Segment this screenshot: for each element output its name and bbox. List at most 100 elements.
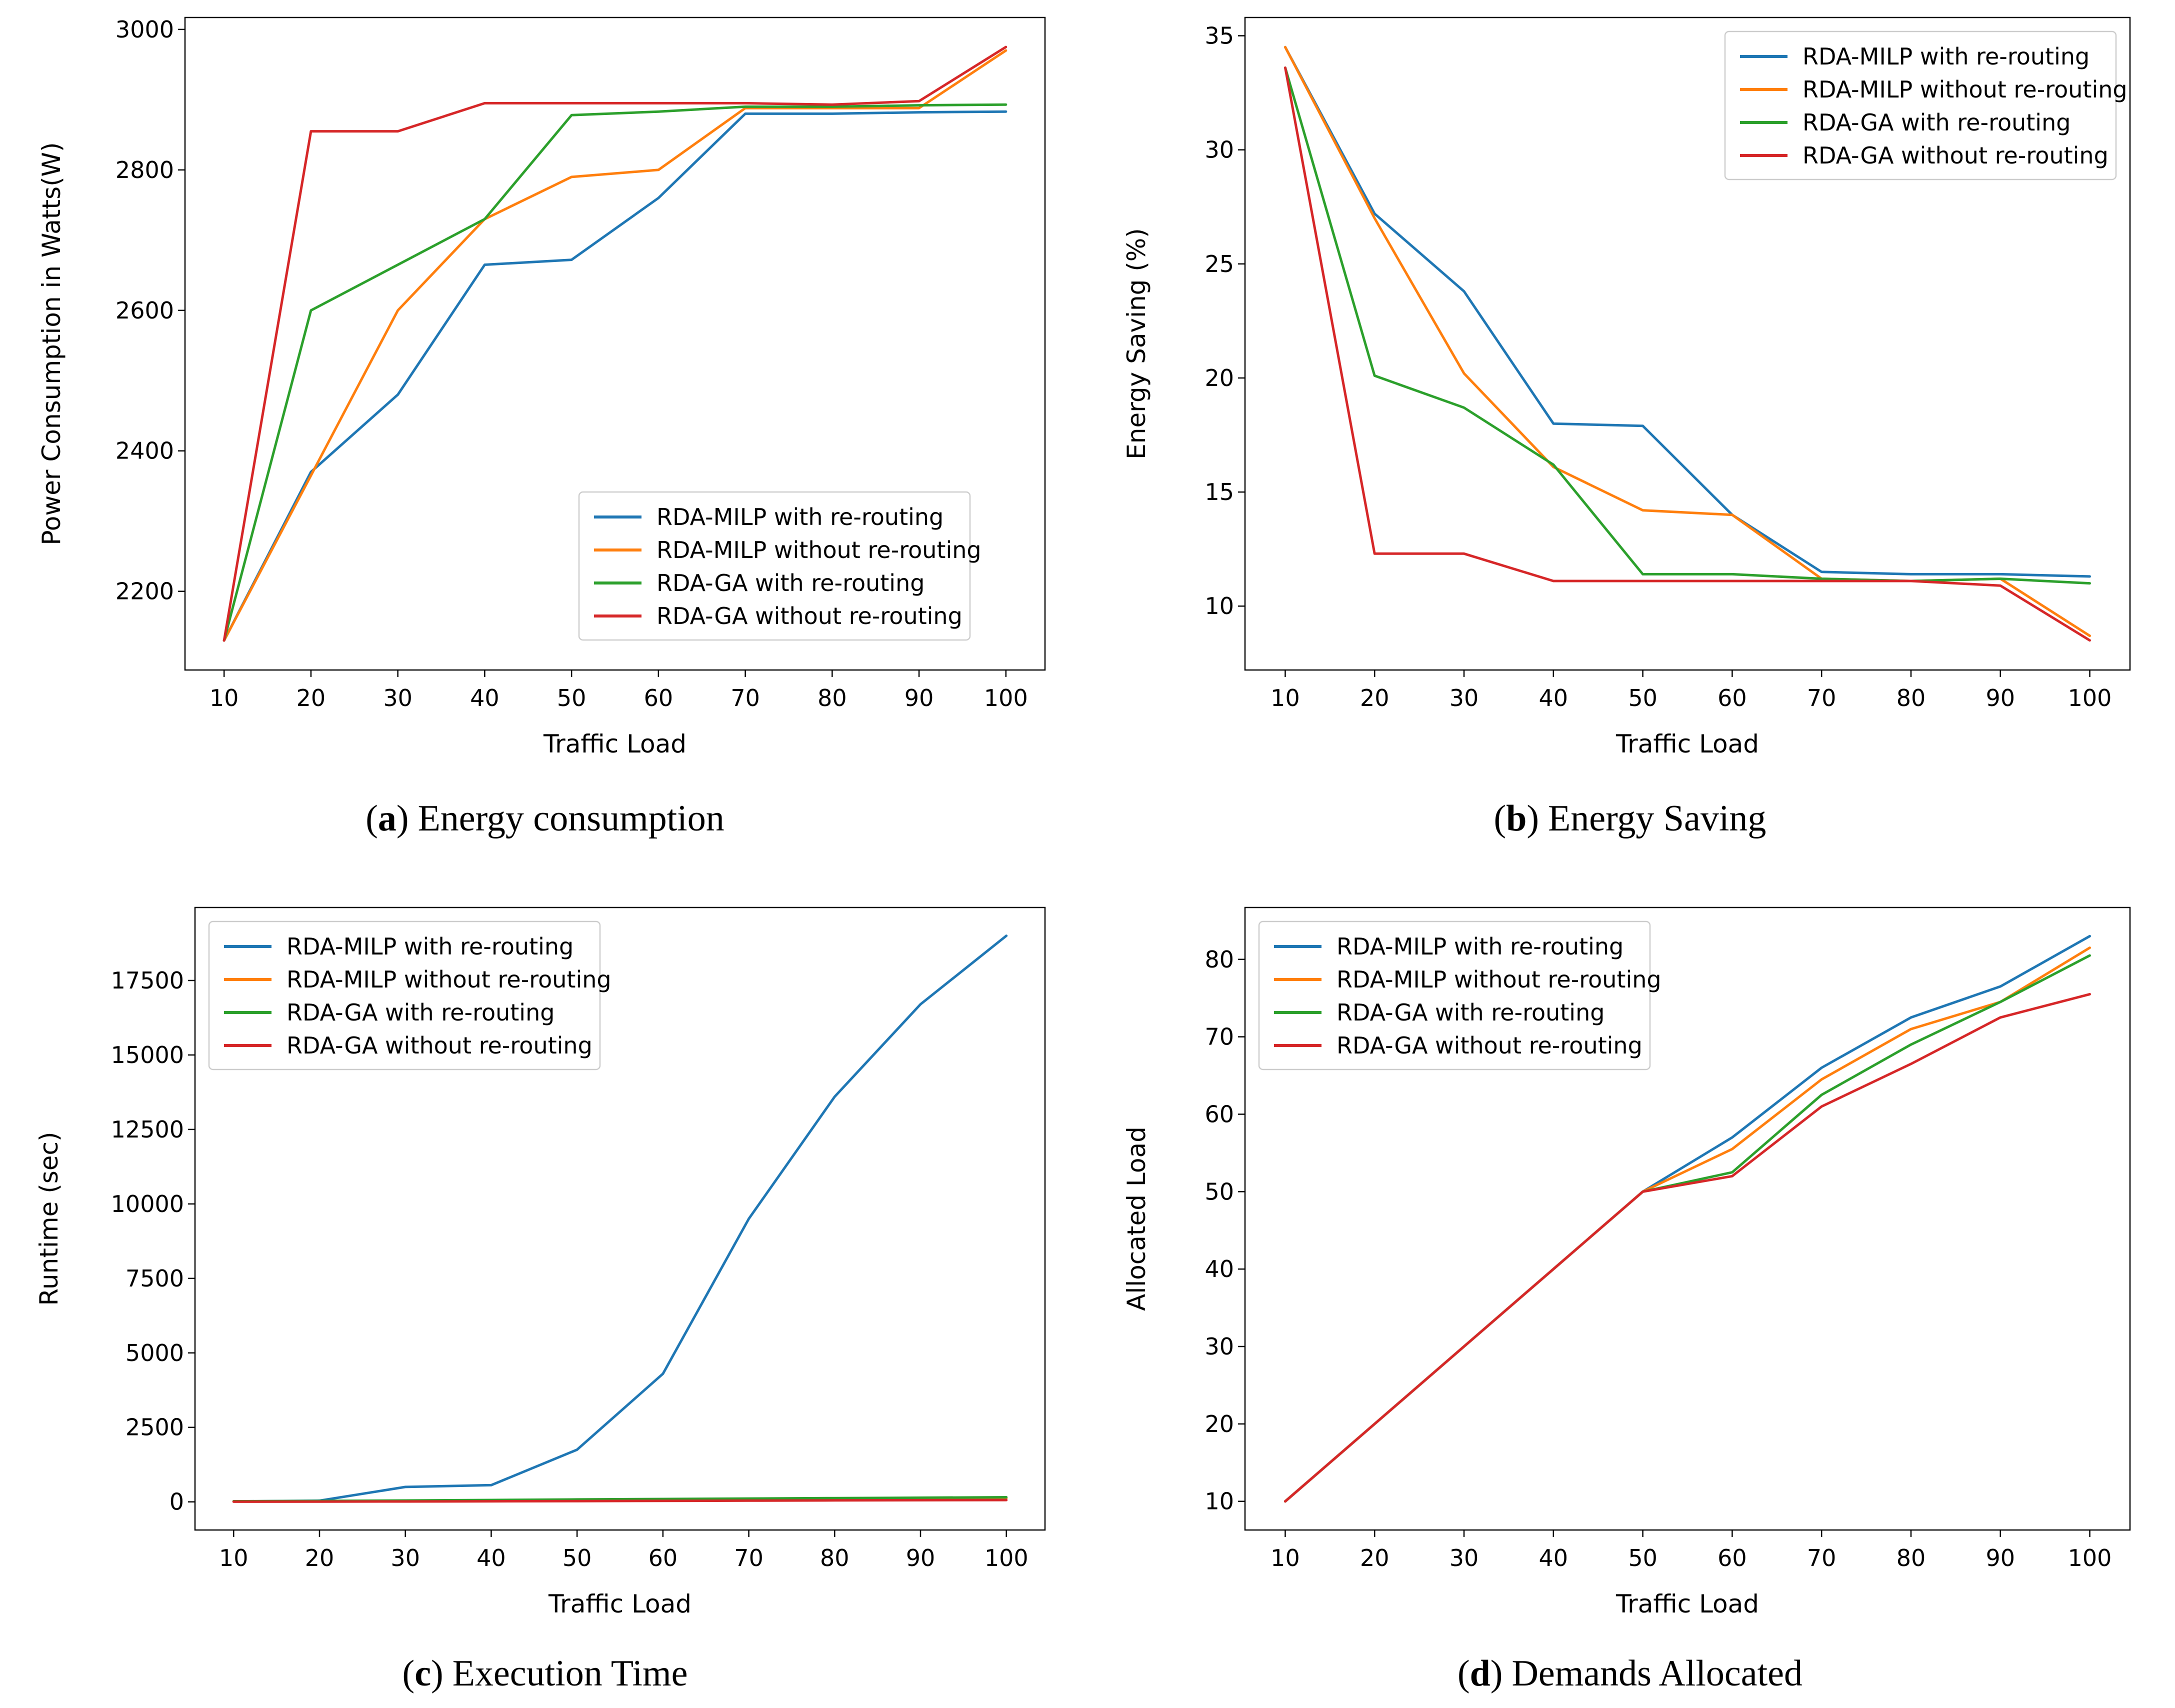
x-tick-label: 50 xyxy=(1628,1544,1658,1572)
series-line-rda-ga-without-re-routing xyxy=(232,1498,1008,1503)
series-line-rda-milp-with-re-routing xyxy=(232,934,1008,1503)
legend: RDA-MILP with re-routing RDA-MILP without… xyxy=(208,920,612,1070)
x-axis-label: Traffic Load xyxy=(1616,730,1759,758)
legend: RDA-MILP with re-routing RDA-MILP without… xyxy=(578,491,982,641)
y-tick-label: 15000 xyxy=(111,1042,184,1068)
x-tick-label: 90 xyxy=(904,684,934,712)
x-tick-label: 100 xyxy=(2068,684,2112,712)
x-tick-label: 80 xyxy=(1896,1544,1926,1572)
y-tick-label: 25 xyxy=(1204,250,1234,278)
series-line-rda-ga-without-re-routing xyxy=(1284,992,2091,1503)
x-tick-label: 60 xyxy=(1718,684,1747,712)
x-tick-label: 50 xyxy=(1628,684,1658,712)
energy-saving-chart: 10 20 30 40 50 60 70 80 90 100 10 15 20 25 30 35 Traffic… xyxy=(1122,16,2131,758)
x-axis-label: Traffic Load xyxy=(548,1590,692,1618)
y-tick-label: 30 xyxy=(1204,136,1234,164)
x-tick-label: 90 xyxy=(906,1544,936,1572)
y-tick-label: 12500 xyxy=(111,1116,184,1143)
x-tick-label: 80 xyxy=(818,684,847,712)
x-axis-label: Traffic Load xyxy=(1616,1590,1759,1618)
x-tick-label: 20 xyxy=(1360,684,1390,712)
y-tick-label: 3000 xyxy=(116,16,174,43)
y-tick-label: 35 xyxy=(1204,22,1234,50)
y-tick-label: 40 xyxy=(1204,1256,1234,1282)
x-tick-label: 60 xyxy=(644,684,674,712)
series-line-rda-milp-with-re-routing xyxy=(222,110,1008,642)
x-tick-label: 90 xyxy=(1986,684,2015,712)
x-tick-label: 100 xyxy=(984,684,1028,712)
y-tick-label: 60 xyxy=(1204,1100,1234,1128)
x-tick-label: 70 xyxy=(734,1544,764,1572)
x-tick-label: 60 xyxy=(648,1544,678,1572)
energy-consumption-chart: 10 20 30 40 50 60 70 80 90 100 2200 2400 2600 2800 300… xyxy=(37,16,1046,758)
y-tick-label: 10 xyxy=(1204,1488,1234,1515)
x-tick-label: 70 xyxy=(1807,684,1836,712)
legend-label: RDA-GA without re-routing xyxy=(1802,142,2108,169)
x-tick-label: 10 xyxy=(219,1544,248,1572)
legend-label: RDA-GA with re-routing xyxy=(286,999,554,1026)
panel-energy-saving: 10 20 30 40 50 60 70 80 90 100 10 15 20 25 30 35 Traffic… xyxy=(1115,5,2145,785)
x-tick-label: 20 xyxy=(1360,1544,1390,1572)
caption-letter: b xyxy=(1494,798,1539,839)
plot-border xyxy=(1244,906,2131,1531)
y-tick-label: 70 xyxy=(1204,1024,1234,1050)
legend: RDA-MILP with re-routing RDA-MILP without… xyxy=(1258,920,1662,1070)
x-tick-label: 40 xyxy=(1539,1544,1568,1572)
x-tick-label: 20 xyxy=(296,684,326,712)
x-tick-label: 10 xyxy=(1270,684,1300,712)
x-tick-label: 50 xyxy=(562,1544,592,1572)
x-tick-label: 30 xyxy=(1450,684,1479,712)
plot-border xyxy=(184,16,1046,671)
legend-label: RDA-MILP with re-routing xyxy=(1336,933,1624,960)
plot-border xyxy=(1244,16,2131,671)
x-tick-label: 30 xyxy=(383,684,412,712)
legend-label: RDA-GA with re-routing xyxy=(1802,109,2070,136)
legend-label: RDA-MILP without re-routing xyxy=(1802,76,2128,103)
caption-label: Execution Time xyxy=(452,1653,688,1694)
caption-energy-saving: bEnergy Saving xyxy=(1115,798,2145,840)
y-tick-label: 30 xyxy=(1204,1333,1234,1360)
x-tick-label: 30 xyxy=(390,1544,420,1572)
y-tick-label: 0 xyxy=(170,1488,184,1516)
x-tick-label: 80 xyxy=(1896,684,1926,712)
caption-label: Energy Saving xyxy=(1548,798,1766,839)
y-tick-label: 2800 xyxy=(116,156,174,184)
y-tick-label: 20 xyxy=(1204,364,1234,392)
caption-label: Demands Allocated xyxy=(1512,1653,1803,1694)
series-line-rda-milp-with-re-routing xyxy=(1284,46,2091,578)
caption-letter: a xyxy=(366,798,408,839)
x-tick-label: 80 xyxy=(820,1544,850,1572)
legend-box xyxy=(1724,30,2117,180)
legend-label: RDA-MILP without re-routing xyxy=(286,966,612,993)
legend-label: RDA-MILP with re-routing xyxy=(286,933,574,960)
y-tick-label: 2200 xyxy=(116,578,174,605)
y-tick-label: 5000 xyxy=(126,1340,184,1366)
x-tick-label: 20 xyxy=(305,1544,334,1572)
y-tick-label: 2500 xyxy=(126,1414,184,1441)
y-tick-label: 2600 xyxy=(116,297,174,324)
y-axis-label: Runtime (sec) xyxy=(34,1132,64,1306)
x-axis-label: Traffic Load xyxy=(543,730,686,758)
x-tick-label: 100 xyxy=(2068,1544,2112,1572)
y-tick-label: 2400 xyxy=(116,438,174,464)
x-tick-label: 50 xyxy=(557,684,586,712)
series-line-rda-ga-with-re-routing xyxy=(222,103,1008,642)
x-tick-label: 70 xyxy=(1807,1544,1836,1572)
y-tick-label: 80 xyxy=(1204,946,1234,973)
legend-label: RDA-GA without re-routing xyxy=(286,1032,592,1059)
caption-execution-time: cExecution Time xyxy=(30,1652,1060,1695)
panel-energy-consumption: 10 20 30 40 50 60 70 80 90 100 2200 2400 2600 2800 300… xyxy=(30,5,1060,785)
legend-label: RDA-GA with re-routing xyxy=(656,570,924,596)
caption-label: Energy consumption xyxy=(418,798,724,839)
panel-demands-allocated: 10 20 30 40 50 60 70 80 90 100 10 20 30 40 50 60 70 80 Tra… xyxy=(1115,895,2145,1645)
y-tick-label: 15 xyxy=(1204,478,1234,506)
x-tick-label: 40 xyxy=(1539,684,1568,712)
legend-label: RDA-MILP with re-routing xyxy=(656,504,944,530)
legend-label: RDA-MILP with re-routing xyxy=(1802,43,2090,70)
caption-letter: c xyxy=(402,1653,444,1694)
series-line-rda-ga-without-re-routing xyxy=(222,46,1008,642)
y-tick-label: 50 xyxy=(1204,1178,1234,1205)
caption-energy-consumption: aEnergy consumption xyxy=(30,798,1060,840)
panel-execution-time: 10 20 30 40 50 60 70 80 90 100 0 2500 5000 7500 10000 1… xyxy=(30,895,1060,1645)
x-tick-label: 100 xyxy=(984,1544,1028,1572)
